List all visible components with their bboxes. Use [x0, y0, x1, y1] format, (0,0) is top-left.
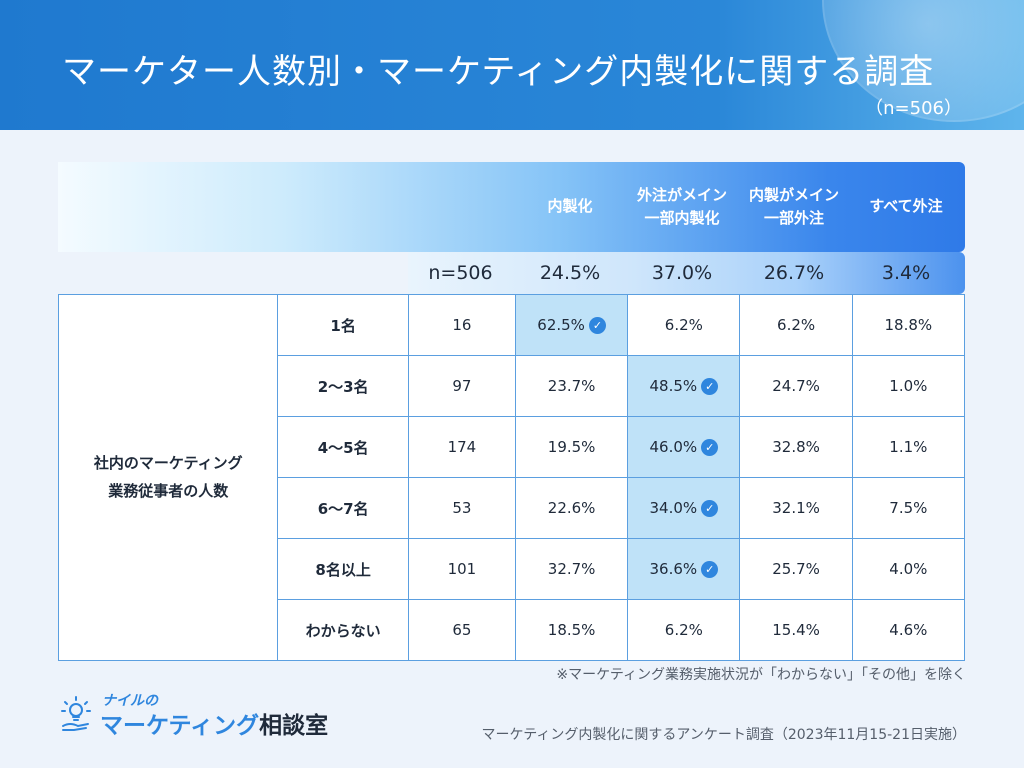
results-table: 社内のマーケティング 業務従事者の人数 1名 16 62.5% ✓ 6.2% 6.2% 18.8… — [57, 294, 966, 661]
row-label: 4〜5名 — [277, 416, 409, 478]
percent-cell: 6.2% — [739, 294, 853, 356]
row-label: 2〜3名 — [277, 355, 409, 417]
percent-cell: 4.6% — [851, 599, 966, 661]
row-n: 16 — [407, 294, 517, 356]
summary-row: n=506 24.5% 37.0% 26.7% 3.4% — [408, 252, 965, 294]
percent-cell: 32.7% — [514, 538, 629, 600]
lightbulb-icon — [61, 696, 91, 731]
percent-cell: 4.0% — [851, 538, 966, 600]
row-label: わからない — [277, 599, 409, 661]
check-circle-icon: ✓ — [701, 500, 719, 517]
percent-cell: 19.5% — [514, 416, 629, 478]
summary-value: 24.5% — [539, 262, 601, 284]
percent-cell: 62.5% ✓ — [514, 294, 629, 356]
percent-cell: 34.0% ✓ — [627, 477, 741, 539]
logo-main-text: マーケティング相談室 — [100, 713, 329, 739]
row-n: 174 — [407, 416, 517, 478]
percent-cell: 48.5% ✓ — [627, 355, 741, 417]
row-n: 101 — [407, 538, 517, 600]
check-circle-icon: ✓ — [701, 561, 719, 578]
percent-cell: 1.0% — [851, 355, 966, 417]
percent-cell: 1.1% — [851, 416, 966, 478]
check-circle-icon: ✓ — [588, 317, 606, 334]
logo: ナイルの マーケティング相談室 — [60, 688, 330, 748]
row-label: 6〜7名 — [277, 477, 409, 539]
table-row: 4〜5名 174 19.5% 46.0% ✓ 32.8% 1.1% — [59, 416, 966, 478]
percent-cell: 22.6% — [514, 477, 629, 539]
row-label: 1名 — [277, 294, 409, 356]
percent-cell: 36.6% ✓ — [627, 538, 741, 600]
table-row: わからない 65 18.5% 6.2% 15.4% 4.6% — [59, 599, 966, 661]
check-circle-icon: ✓ — [701, 378, 719, 395]
percent-cell: 18.5% — [514, 599, 629, 661]
percent-cell: 46.0% ✓ — [627, 416, 741, 478]
column-header-inhouse: 内製化 — [547, 197, 593, 216]
percent-cell: 24.7% — [739, 355, 853, 417]
footnote: ※マーケティング業務実施状況が「わからない」「その他」を除く — [556, 667, 966, 683]
percent-cell: 7.5% — [851, 477, 966, 539]
column-header-all-outsource: すべて外注 — [869, 197, 943, 216]
row-label: 8名以上 — [277, 538, 409, 600]
percent-cell: 18.8% — [851, 294, 966, 356]
summary-value: 26.7% — [763, 262, 825, 284]
row-n: 53 — [407, 477, 517, 539]
summary-value: 37.0% — [651, 262, 713, 284]
table-row: 8名以上 101 32.7% 36.6% ✓ 25.7% 4.0% — [59, 538, 966, 600]
sample-size: （n=506） — [865, 98, 962, 119]
row-n: 97 — [407, 355, 517, 417]
page-title: マーケター人数別・マーケティング内製化に関する調査 — [62, 52, 935, 92]
logo-small-text: ナイルの — [102, 693, 158, 709]
summary-value: 3.4% — [881, 262, 931, 284]
group-label: 社内のマーケティング 業務従事者の人数 — [57, 294, 279, 661]
column-header-band: 内製化 外注がメイン 一部内製化 内製がメイン 一部外注 すべて外注 — [58, 162, 965, 252]
percent-cell: 6.2% — [627, 294, 741, 356]
check-circle-icon: ✓ — [701, 439, 719, 456]
percent-cell: 23.7% — [514, 355, 629, 417]
row-n: 65 — [407, 599, 517, 661]
table-row: 6〜7名 53 22.6% 34.0% ✓ 32.1% 7.5% — [59, 477, 966, 539]
table-row: 社内のマーケティング 業務従事者の人数 1名 16 62.5% ✓ 6.2% 6.2% 18.8… — [57, 294, 966, 661]
percent-cell: 32.8% — [739, 416, 853, 478]
percent-cell: 6.2% — [627, 599, 741, 661]
percent-cell: 15.4% — [739, 599, 853, 661]
percent-cell: 32.1% — [739, 477, 853, 539]
summary-n: n=506 — [428, 262, 493, 284]
column-header-inhouse-main: 内製がメイン 一部外注 — [748, 185, 839, 227]
header-banner: マーケター人数別・マーケティング内製化に関する調査 （n=506） — [0, 0, 1024, 130]
source-caption: マーケティング内製化に関するアンケート調査（2023年11月15-21日実施） — [481, 727, 966, 743]
column-header-outsource-main: 外注がメイン 一部内製化 — [636, 185, 727, 227]
percent-cell: 25.7% — [739, 538, 853, 600]
